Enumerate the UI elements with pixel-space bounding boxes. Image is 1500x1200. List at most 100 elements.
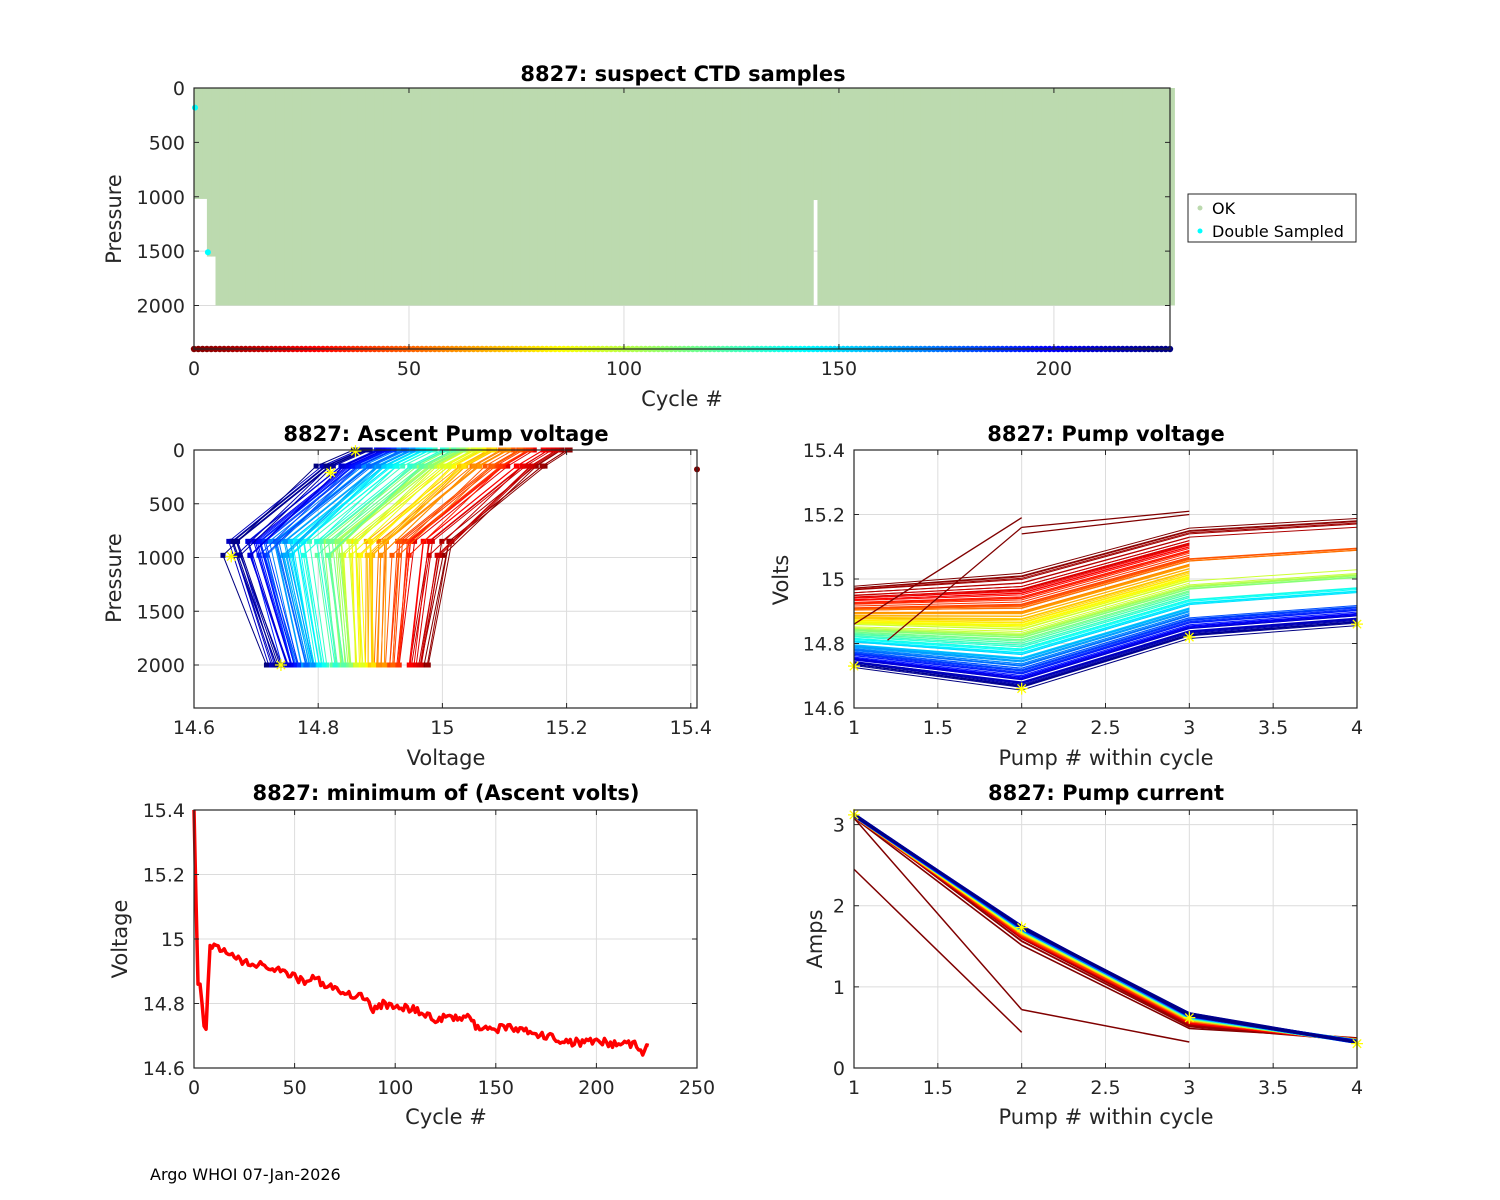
highlight-star-marker <box>324 466 337 479</box>
ok-sample-column <box>748 88 754 306</box>
pump-event-marker <box>324 662 330 668</box>
ok-sample-column <box>585 88 591 306</box>
cycle-voltage-line <box>1189 575 1358 588</box>
cycle-voltage-line <box>853 558 1190 610</box>
cycle-profile-line <box>254 449 385 666</box>
ok-sample-column <box>615 88 621 306</box>
cycle-voltage-line <box>853 607 1190 659</box>
pump-event-marker <box>313 463 319 469</box>
pump-event-marker <box>432 463 438 469</box>
ok-sample-column <box>335 88 341 306</box>
cycle-voltage-line <box>853 533 1190 591</box>
ok-sample-column <box>606 88 612 306</box>
x-tick-label: 3.5 <box>1258 717 1288 739</box>
pump-event-marker <box>270 662 276 668</box>
ok-sample-column <box>787 88 793 306</box>
ok-sample-column <box>1062 88 1068 306</box>
ok-sample-column <box>671 88 677 306</box>
cycle-profile-line <box>316 449 443 666</box>
cycle-voltage-line <box>1189 611 1358 626</box>
cycle-profile-line <box>303 449 431 666</box>
pump-event-marker <box>407 662 413 668</box>
ok-sample-column <box>348 88 354 306</box>
ok-sample-column <box>959 88 965 306</box>
cycle-voltage-line <box>853 536 1190 594</box>
cycle-profile-line <box>413 449 549 666</box>
cycle-voltage-line <box>853 565 1190 615</box>
ok-sample-column <box>813 88 819 201</box>
pump-event-marker <box>360 463 366 469</box>
ok-sample-column <box>1019 88 1025 306</box>
cycle-profile-line <box>420 449 560 666</box>
cycle-profile-line <box>247 449 379 666</box>
pump-event-marker <box>446 463 452 469</box>
ok-sample-column <box>740 88 745 306</box>
ok-sample-column <box>675 88 681 306</box>
cycle-profile-line <box>331 449 458 666</box>
x-tick-label: 3 <box>1183 1077 1195 1099</box>
cycle-profile-line <box>427 449 571 666</box>
y-tick-label: 1000 <box>137 187 185 209</box>
ok-sample-column <box>451 88 457 306</box>
x-tick-label: 4 <box>1351 1077 1363 1099</box>
ok-sample-column <box>374 88 380 306</box>
cycle-profile-line <box>258 449 389 666</box>
pump-event-marker <box>477 463 483 469</box>
chart-title: 8827: Pump voltage <box>987 422 1225 446</box>
cycle-profile-line <box>228 449 359 666</box>
cycle-voltage-line <box>853 586 1190 637</box>
cycle-voltage-line <box>1189 608 1358 623</box>
anomalous-current-line <box>1021 1008 1190 1043</box>
pump-event-marker <box>365 662 371 668</box>
ok-sample-column <box>1045 88 1051 306</box>
cycle-voltage-line <box>853 527 1190 587</box>
double-sampled-point <box>192 104 198 111</box>
pump-event-marker <box>421 662 427 668</box>
ok-sample-column <box>1032 88 1038 306</box>
cycle-voltage-line <box>1189 619 1358 633</box>
ok-sample-column <box>847 88 853 306</box>
ok-sample-column <box>834 88 840 306</box>
x-axis-label: Cycle # <box>405 1105 487 1129</box>
ok-sample-column <box>830 88 836 306</box>
ok-sample-column <box>1122 88 1128 306</box>
ok-sample-column <box>770 88 776 306</box>
ok-sample-column <box>1088 88 1094 306</box>
cycle-voltage-line <box>853 576 1190 626</box>
cycle-voltage-line <box>853 552 1190 605</box>
cycle-profile-line <box>355 449 480 666</box>
pump-event-marker <box>397 538 403 544</box>
ok-sample-column <box>408 88 414 306</box>
x-tick-label: 1 <box>848 1077 860 1099</box>
highlight-star-marker <box>1015 921 1028 934</box>
ok-sample-column <box>980 88 986 306</box>
y-tick-label: 2000 <box>137 296 185 318</box>
pump-event-marker <box>406 552 412 558</box>
highlight-star-marker <box>1183 1011 1196 1024</box>
ok-sample-column <box>232 88 238 306</box>
ok-sample-column <box>778 88 784 306</box>
cycle-voltage-line <box>1189 605 1358 619</box>
pump-event-marker <box>346 538 352 544</box>
pump-event-marker <box>321 538 327 544</box>
ok-sample-column <box>447 88 453 306</box>
axes: 0 50 100 150 200 250 14.6 14.8 15 15.2 15.4 <box>143 800 715 1099</box>
ok-sample-column <box>886 88 892 306</box>
pump-event-marker <box>446 538 452 544</box>
ok-sample-column <box>275 88 281 306</box>
ok-sample-column <box>722 88 728 306</box>
cycle-voltage-line <box>853 542 1190 598</box>
pump-event-marker <box>300 552 306 558</box>
axes: 14.6 14.8 15 15.2 15.4 0 500 1000 1500 2000 <box>137 440 712 739</box>
cycle-profile-line <box>308 449 436 666</box>
ok-sample-column <box>942 88 948 306</box>
legend-box <box>1187 193 1357 243</box>
cycle-voltage-line <box>1189 573 1358 586</box>
y-tick-label: 500 <box>149 132 185 154</box>
ok-sample-column <box>439 88 444 306</box>
cycle-voltage-line <box>853 591 1190 642</box>
pump-event-marker <box>418 463 424 469</box>
ok-sample-column <box>314 88 320 306</box>
